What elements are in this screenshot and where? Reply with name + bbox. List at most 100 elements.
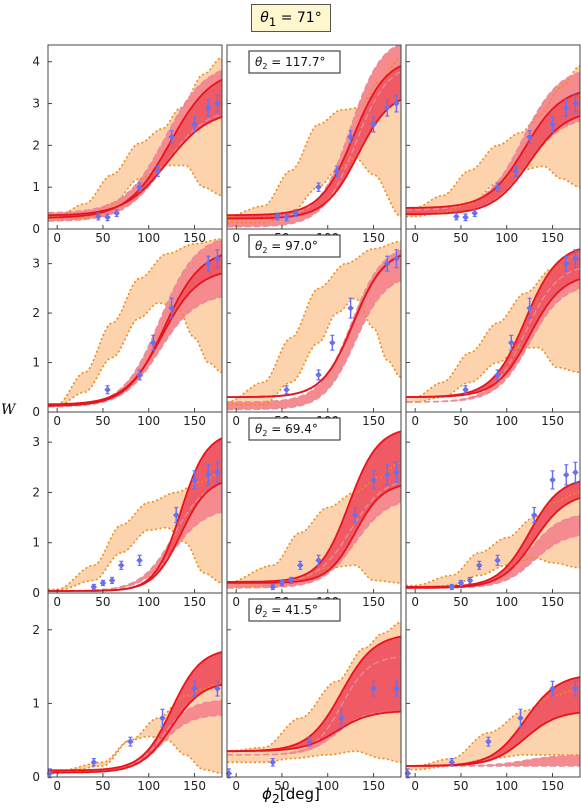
x-tick-label: 0 xyxy=(411,779,419,793)
data-point xyxy=(99,579,107,587)
data-point xyxy=(457,579,465,587)
red-line-upper xyxy=(48,651,222,772)
data-point xyxy=(453,213,460,220)
x-tick-label: 100 xyxy=(495,231,518,245)
y-tick-label: 0 xyxy=(32,770,40,784)
data-point xyxy=(191,121,198,128)
data-point xyxy=(462,214,469,221)
red-line-upper xyxy=(406,91,580,209)
x-tick-label: 0 xyxy=(411,414,419,428)
orange-dotted-lower xyxy=(48,302,222,407)
red-line-upper xyxy=(48,78,222,219)
pink-dashed-upper xyxy=(227,656,401,756)
y-tick-label: 1 xyxy=(32,536,40,550)
theta2-box xyxy=(248,234,341,258)
data-point xyxy=(384,471,391,479)
x-tick-label: 0 xyxy=(53,595,61,609)
x-tick-label: 100 xyxy=(495,414,518,428)
red-line-lower xyxy=(406,497,580,589)
data-point xyxy=(384,260,391,267)
data-point xyxy=(526,133,533,141)
data-point xyxy=(278,579,286,587)
y-tick-label: 3 xyxy=(32,435,40,449)
orange-dotted-upper xyxy=(48,238,222,406)
data-point xyxy=(563,260,570,267)
data-point xyxy=(136,371,143,379)
orange-dotted-lower xyxy=(406,165,580,218)
x-tick-label: 150 xyxy=(362,779,385,793)
data-point xyxy=(214,469,221,476)
data-point xyxy=(95,213,102,220)
x-tick-label: 100 xyxy=(137,231,160,245)
orange-dotted-lower xyxy=(227,750,401,764)
figure-title: θ1 = 71° xyxy=(251,4,331,32)
x-tick-label: 0 xyxy=(232,595,240,609)
x-tick-label: 150 xyxy=(183,414,206,428)
x-tick-label: 150 xyxy=(183,595,206,609)
pink-band xyxy=(48,239,222,407)
x-tick-label: 150 xyxy=(541,414,564,428)
red-band xyxy=(48,255,222,406)
data-point xyxy=(154,168,162,175)
orange-dotted-lower xyxy=(227,157,401,224)
data-point xyxy=(563,471,570,479)
data-point xyxy=(393,255,400,262)
x-tick-label: 100 xyxy=(495,779,518,793)
data-point xyxy=(136,183,143,191)
red-line-upper xyxy=(48,437,222,592)
y-tick-label: 2 xyxy=(32,485,40,499)
red-line-lower xyxy=(227,98,401,220)
pink-band xyxy=(406,515,580,588)
red-band xyxy=(48,438,222,591)
x-tick-label: 50 xyxy=(274,779,289,793)
data-point xyxy=(466,577,474,584)
data-point xyxy=(104,214,111,221)
x-tick-label: 150 xyxy=(183,779,206,793)
title-theta: θ xyxy=(260,10,269,26)
data-point xyxy=(274,213,281,220)
red-line-upper xyxy=(406,480,580,588)
x-tick-label: 0 xyxy=(232,231,240,245)
x-tick-label: 100 xyxy=(137,779,160,793)
x-tick-label: 0 xyxy=(232,779,240,793)
data-point xyxy=(214,255,221,262)
data-point xyxy=(283,214,290,221)
x-tick-label: 50 xyxy=(453,779,468,793)
y-tick-label: 2 xyxy=(32,138,40,152)
red-band xyxy=(227,65,401,219)
data-point xyxy=(512,168,520,175)
orange-band xyxy=(227,57,401,223)
y-tick-label: 0 xyxy=(32,222,40,236)
x-tick-label: 50 xyxy=(453,595,468,609)
data-point xyxy=(205,104,212,111)
data-point xyxy=(347,304,354,312)
data-point xyxy=(517,714,524,722)
pink-band xyxy=(227,45,401,227)
x-tick-label: 50 xyxy=(95,595,110,609)
data-point xyxy=(287,577,295,584)
xlabel-sub: 2 xyxy=(271,791,280,806)
data-point xyxy=(118,562,125,569)
data-point xyxy=(191,476,198,484)
orange-dotted-upper xyxy=(227,56,401,218)
y-tick-label: 4 xyxy=(32,55,40,69)
y-tick-label: 3 xyxy=(32,257,40,271)
theta2-label: θ2 = 97.0° xyxy=(255,239,318,255)
x-tick-label: 150 xyxy=(541,595,564,609)
red-line-upper xyxy=(406,248,580,398)
data-point xyxy=(329,339,336,347)
data-point xyxy=(549,476,556,484)
data-point xyxy=(315,557,322,564)
pink-dashed-upper xyxy=(227,249,401,403)
red-band xyxy=(406,92,580,215)
data-point xyxy=(508,339,515,347)
data-point xyxy=(476,562,483,569)
data-point xyxy=(168,304,175,312)
data-point xyxy=(351,511,359,519)
pink-dashed-lower xyxy=(227,279,401,411)
orange-band xyxy=(227,622,401,763)
x-tick-label: 0 xyxy=(53,231,61,245)
x-tick-label: 50 xyxy=(95,414,110,428)
x-tick-label: 150 xyxy=(362,231,385,245)
